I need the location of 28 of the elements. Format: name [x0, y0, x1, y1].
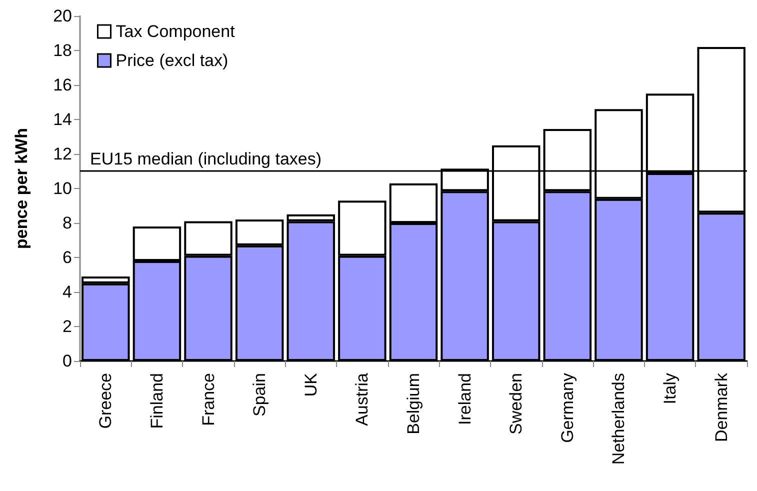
y-tick-label: 18: [53, 41, 72, 60]
y-tick-label: 20: [53, 6, 72, 26]
y-tick-label: 4: [62, 282, 72, 302]
x-tick-label: Greece: [96, 373, 116, 429]
y-axis-title: pence per kWh: [12, 128, 31, 249]
y-tick-label: 14: [53, 110, 72, 129]
x-tick-label: Spain: [250, 373, 270, 416]
x-tick-label: Netherlands: [609, 373, 628, 465]
x-tick-label: Sweden: [506, 373, 526, 434]
x-tick-label: France: [198, 373, 218, 426]
y-tick-label: 6: [62, 248, 72, 267]
x-tick-label: UK: [301, 372, 320, 397]
y-tick-label: 2: [62, 317, 72, 336]
x-tick-label: Denmark: [712, 372, 731, 442]
y-tick-label: 16: [53, 76, 72, 94]
y-tick-label: 0: [62, 352, 72, 370]
legend-label: Tax Component: [116, 22, 236, 41]
x-tick-label: Italy: [660, 372, 680, 404]
ref-line-label: EU15 median (including taxes): [90, 149, 322, 168]
y-tick-label: 8: [62, 214, 72, 232]
x-tick-label: Austria: [352, 372, 372, 426]
legend-label: Price (excl tax): [116, 51, 228, 70]
x-tick-label: Finland: [147, 373, 166, 429]
x-tick-label: Ireland: [455, 373, 474, 425]
y-tick-label: 12: [53, 144, 72, 164]
x-tick-label: Belgium: [404, 373, 423, 434]
x-tick-label: Germany: [558, 372, 577, 443]
y-tick-label: 10: [53, 179, 72, 198]
